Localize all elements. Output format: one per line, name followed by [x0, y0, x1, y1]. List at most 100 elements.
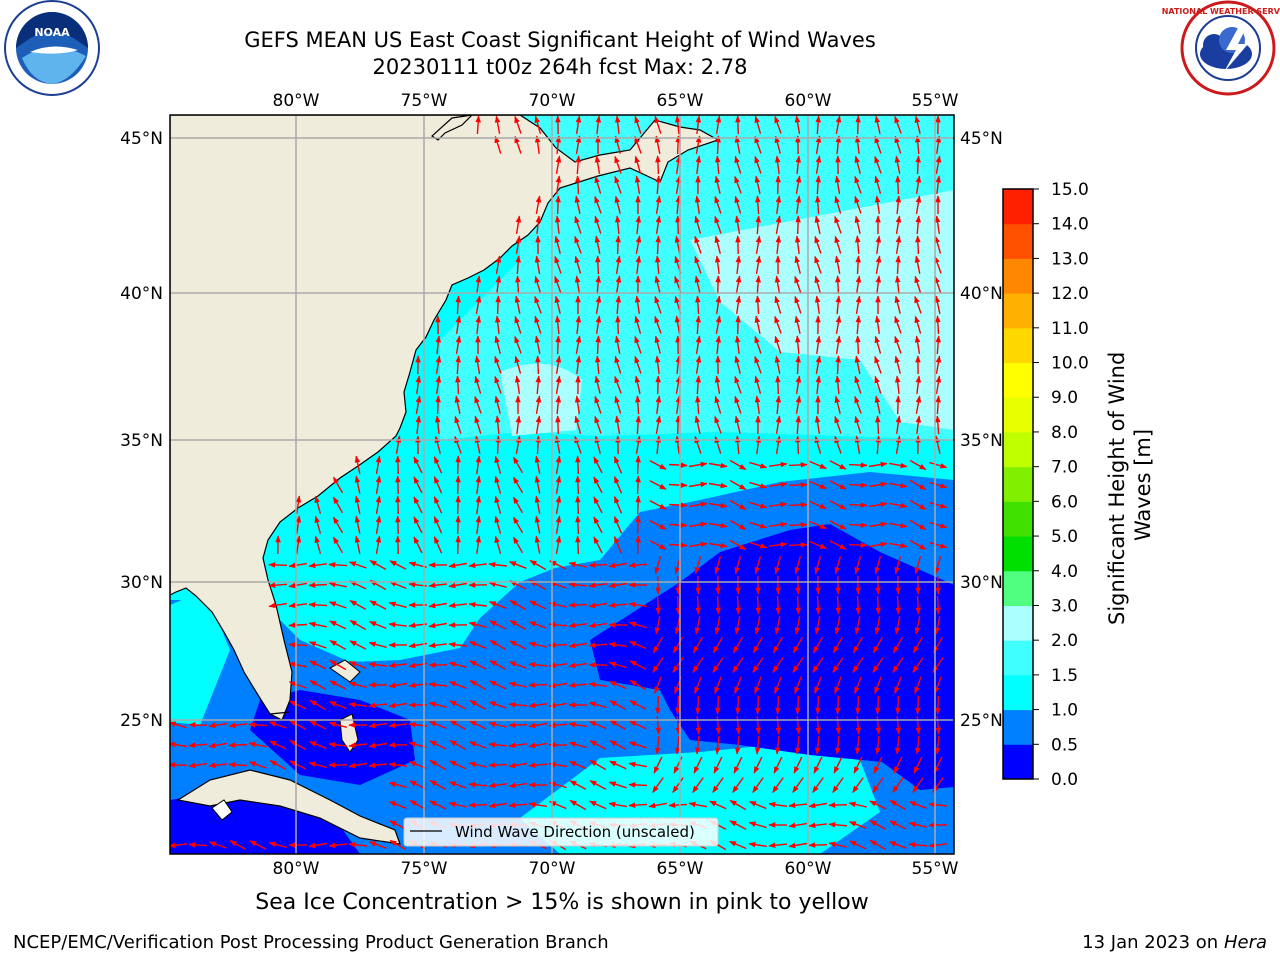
- colorbar-segment: [1003, 605, 1033, 641]
- wave-direction-arrow: [935, 315, 941, 335]
- wave-direction-arrow: [448, 602, 467, 609]
- wave-direction-arrow: [388, 761, 407, 768]
- wave-direction-arrow: [755, 195, 761, 215]
- wave-direction-arrow: [714, 395, 722, 414]
- wave-direction-arrow: [714, 215, 722, 234]
- wave-direction-arrow: [935, 135, 942, 154]
- wave-direction-arrow: [448, 582, 468, 589]
- wave-direction-arrow: [354, 455, 361, 474]
- wave-direction-arrow: [735, 595, 741, 615]
- wave-direction-arrow: [712, 636, 724, 654]
- wave-direction-arrow: [774, 676, 782, 695]
- wave-direction-arrow: [515, 435, 522, 455]
- wave-direction-arrow: [328, 741, 347, 748]
- wave-direction-arrow: [554, 255, 562, 274]
- wave-direction-arrow: [795, 715, 802, 735]
- wave-direction-arrow: [574, 275, 581, 295]
- lon-label-bottom-60w: 60°W: [785, 859, 832, 879]
- wave-direction-arrow: [914, 335, 921, 355]
- wave-direction-arrow: [435, 395, 441, 415]
- wave-direction-arrow: [613, 536, 623, 554]
- wave-direction-arrow: [814, 275, 822, 294]
- wave-direction-arrow: [729, 479, 747, 491]
- wave-direction-arrow: [508, 742, 527, 749]
- wave-direction-arrow: [875, 695, 881, 715]
- wave-direction-arrow: [413, 476, 423, 494]
- wave-direction-arrow: [834, 175, 841, 195]
- wave-direction-arrow: [874, 556, 882, 575]
- lon-label-top-70w: 70°W: [529, 91, 576, 111]
- wave-direction-arrow: [715, 715, 722, 735]
- wave-direction-arrow: [895, 695, 901, 715]
- wave-direction-arrow: [809, 460, 827, 470]
- lon-label-top-65w: 65°W: [657, 91, 704, 111]
- wave-direction-arrow: [429, 740, 447, 750]
- wave-direction-arrow: [674, 315, 681, 335]
- wave-direction-arrow: [368, 641, 387, 648]
- wave-direction-arrow: [568, 721, 588, 728]
- colorbar-tick-label: 2.0: [1051, 631, 1078, 651]
- wave-direction-arrow: [829, 540, 847, 550]
- wave-direction-arrow: [455, 355, 462, 375]
- wave-direction-arrow: [628, 562, 648, 569]
- wave-direction-arrow: [609, 680, 627, 690]
- wave-direction-arrow: [734, 195, 742, 214]
- wave-direction-arrow: [935, 595, 941, 615]
- wave-direction-arrow: [889, 522, 908, 529]
- wave-direction-arrow: [328, 842, 347, 849]
- wave-direction-arrow: [774, 335, 782, 354]
- wave-direction-arrow: [892, 636, 904, 654]
- wave-direction-arrow: [654, 255, 661, 275]
- wave-direction-arrow: [615, 235, 621, 255]
- wave-direction-arrow: [834, 215, 842, 234]
- wave-direction-arrow: [729, 840, 747, 850]
- wave-direction-arrow: [589, 800, 607, 810]
- wave-direction-arrow: [634, 315, 642, 334]
- wave-direction-arrow: [413, 516, 423, 534]
- wave-direction-arrow: [635, 475, 641, 495]
- wave-direction-arrow: [354, 535, 361, 554]
- wave-direction-arrow: [614, 395, 622, 414]
- cuba-land: [176, 769, 401, 845]
- lat-label-left-45n: 45°N: [120, 129, 163, 149]
- wave-direction-arrow: [735, 275, 742, 295]
- wave-direction-arrow: [248, 761, 267, 769]
- wave-direction-arrow: [795, 595, 801, 615]
- wave-direction-arrow: [715, 335, 722, 354]
- wave-direction-arrow: [694, 235, 702, 254]
- wave-direction-arrow: [170, 741, 188, 748]
- wave-direction-arrow: [754, 355, 762, 374]
- wave-direction-arrow: [613, 496, 623, 514]
- wave-direction-arrow: [714, 415, 722, 434]
- wave-direction-arrow: [695, 335, 702, 355]
- wave-direction-arrow: [914, 295, 922, 314]
- wave-direction-arrow: [708, 522, 728, 529]
- wave-direction-arrow: [894, 115, 902, 134]
- wave-direction-arrow: [755, 715, 762, 735]
- wave-direction-arrow: [674, 235, 681, 254]
- wave-direction-arrow: [935, 715, 942, 735]
- wave-direction-arrow: [375, 515, 382, 535]
- wave-direction-arrow: [455, 535, 461, 555]
- wave-direction-arrow: [594, 395, 602, 414]
- wave-direction-arrow: [575, 515, 581, 535]
- wave-direction-arrow: [295, 515, 302, 535]
- wave-direction-arrow: [635, 215, 642, 234]
- wave-direction-arrow: [534, 295, 542, 314]
- wave-direction-arrow: [714, 195, 722, 214]
- wave-direction-arrow: [812, 636, 824, 654]
- wave-direction-arrow: [594, 235, 601, 254]
- wave-direction-arrow: [854, 195, 862, 214]
- wave-direction-arrow: [795, 195, 802, 215]
- wave-direction-arrow: [574, 255, 582, 274]
- wave-direction-arrow: [795, 175, 802, 195]
- wave-direction-arrow: [675, 155, 682, 175]
- wave-direction-arrow: [348, 681, 367, 688]
- wave-direction-arrow: [934, 616, 941, 635]
- wave-direction-arrow: [332, 476, 344, 494]
- wave-direction-arrow: [635, 455, 641, 475]
- lat-label-right-30n: 30°N: [960, 573, 1003, 593]
- wave-direction-arrow: [308, 562, 327, 569]
- wave-direction-arrow: [348, 561, 367, 569]
- wave-direction-arrow: [388, 801, 407, 809]
